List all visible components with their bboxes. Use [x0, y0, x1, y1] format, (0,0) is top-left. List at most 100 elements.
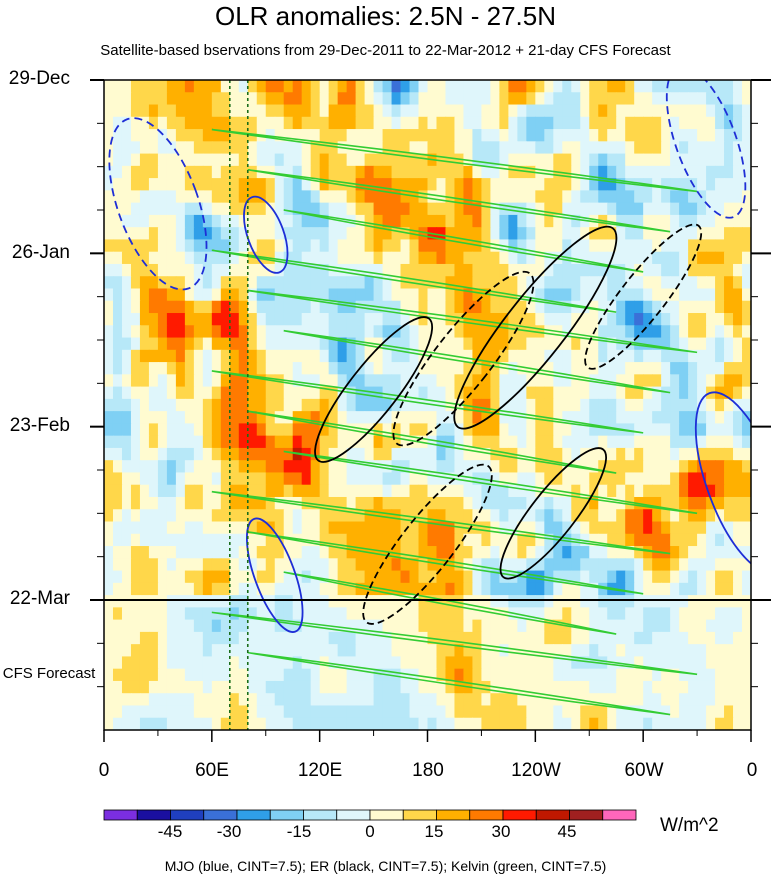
olr-cell [346, 496, 357, 510]
olr-cell [508, 325, 518, 339]
olr-cell [553, 190, 563, 204]
olr-cell [517, 717, 527, 730]
olr-cell [292, 521, 303, 535]
olr-cell [508, 693, 518, 707]
olr-cell [508, 374, 518, 388]
olr-cell [292, 325, 303, 339]
olr-cell [634, 141, 644, 155]
olr-cell [535, 202, 545, 216]
olr-cell [157, 313, 168, 326]
olr-cell [328, 656, 339, 670]
olr-cell [274, 92, 285, 106]
olr-cell [247, 263, 258, 277]
olr-cell [733, 472, 743, 486]
olr-cell [526, 693, 536, 707]
olr-cell [139, 337, 150, 351]
olr-cell [238, 227, 249, 241]
olr-cell [104, 717, 114, 730]
olr-cell [337, 374, 348, 388]
olr-cell [481, 214, 492, 228]
olr-cell [418, 141, 429, 155]
olr-cell [157, 80, 168, 93]
olr-cell [184, 447, 195, 461]
olr-cell [652, 472, 662, 486]
olr-cell [283, 227, 294, 241]
olr-cell [589, 92, 599, 106]
olr-cell [400, 325, 411, 339]
olr-cell [337, 92, 348, 106]
olr-cell [193, 484, 204, 498]
olr-cell [238, 411, 249, 424]
olr-cell [220, 104, 231, 118]
olr-cell [571, 435, 581, 449]
olr-cell [400, 705, 411, 719]
olr-cell [472, 153, 483, 167]
olr-cell [472, 325, 483, 339]
olr-cell [643, 496, 653, 510]
olr-cell [247, 325, 258, 339]
olr-cell [139, 496, 150, 510]
olr-cell [400, 656, 411, 670]
olr-cell [463, 337, 474, 351]
olr-cell [310, 153, 321, 167]
olr-cell [139, 435, 150, 449]
olr-cell [535, 80, 545, 93]
olr-cell [310, 582, 321, 596]
olr-cell [193, 374, 204, 388]
olr-cell [733, 349, 743, 363]
olr-cell [247, 693, 258, 707]
olr-cell [679, 595, 689, 608]
olr-cell [643, 214, 653, 228]
olr-cell [104, 509, 114, 523]
olr-cell [625, 239, 635, 253]
olr-cell [688, 129, 698, 142]
olr-cell [391, 214, 402, 228]
olr-cell [148, 337, 159, 351]
olr-cell [742, 276, 751, 290]
olr-cell [211, 631, 222, 645]
olr-cell [445, 337, 456, 351]
olr-cell [184, 558, 195, 572]
olr-cell [130, 337, 141, 351]
olr-cell [193, 104, 204, 118]
olr-cell [121, 656, 132, 670]
olr-cell [148, 411, 159, 424]
olr-cell [607, 214, 617, 228]
olr-cell [571, 521, 581, 535]
olr-cell [238, 509, 249, 523]
olr-cell [310, 374, 321, 388]
kelvin-contour [211, 490, 671, 555]
olr-cell [526, 558, 536, 572]
olr-cell [607, 668, 617, 682]
olr-cell [607, 374, 617, 388]
olr-cell [391, 656, 402, 670]
olr-cell [697, 202, 707, 216]
olr-cell [679, 619, 689, 633]
olr-cell [211, 717, 222, 730]
olr-cell [742, 398, 751, 412]
olr-cell [724, 116, 734, 130]
olr-cell [706, 644, 716, 658]
olr-cell [508, 386, 518, 400]
olr-cell [652, 631, 662, 645]
colorbar-units: W/m^2 [660, 815, 719, 836]
olr-cell [490, 92, 500, 106]
olr-cell [104, 705, 114, 719]
olr-cell [400, 460, 411, 474]
olr-cell [598, 570, 608, 584]
olr-cell [436, 423, 447, 437]
olr-cell [688, 202, 698, 216]
olr-cell [274, 263, 285, 277]
olr-cell [346, 190, 357, 204]
olr-cell [247, 300, 258, 314]
olr-cell [184, 509, 195, 523]
olr-cell [220, 362, 231, 375]
olr-cell [382, 570, 393, 584]
olr-cell [715, 337, 725, 351]
olr-cell [130, 705, 141, 719]
olr-cell [454, 116, 465, 130]
olr-cell [328, 705, 339, 719]
olr-cell [661, 582, 671, 596]
olr-cell [373, 558, 384, 572]
olr-cell [553, 521, 563, 535]
